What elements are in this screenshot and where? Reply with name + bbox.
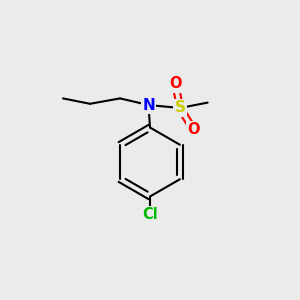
Text: O: O (169, 76, 182, 92)
Text: N: N (142, 98, 155, 112)
Text: S: S (175, 100, 185, 116)
Text: Cl: Cl (142, 207, 158, 222)
Text: O: O (187, 122, 200, 137)
